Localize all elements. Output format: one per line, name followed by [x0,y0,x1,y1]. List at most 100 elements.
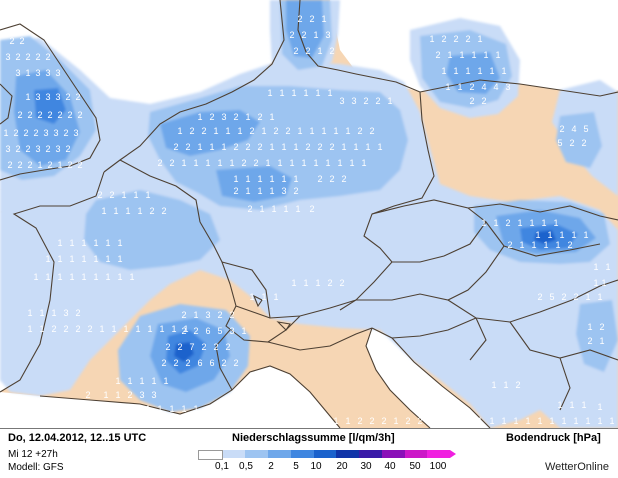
precip-value-label: 2 [505,218,510,228]
precip-value-label: 2 [65,92,70,102]
precip-value-label: 1 [45,272,50,282]
precip-value-label: 1 [159,324,164,334]
precip-value-label: 2 [189,126,194,136]
precip-value-label: 1 [517,218,522,228]
precip-value-label: 1 [547,230,552,240]
precip-value-label: 5 [549,292,554,302]
precip-value-label: 1 [197,142,202,152]
precip-value-label: 1 [593,278,598,288]
precip-value-label: 3 [35,92,40,102]
precip-value-label: 1 [81,272,86,282]
precip-value-label: 2 [35,52,40,62]
precip-value-label: 3 [73,128,78,138]
precip-value-label: 6 [197,358,202,368]
precip-value-label: 1 [597,402,602,412]
precip-value-label: 1 [117,272,122,282]
precip-value-label: 1 [313,158,318,168]
precip-value-label: 1 [353,142,358,152]
precip-value-label: 2 [293,46,298,56]
precip-value-label: 1 [585,292,590,302]
precip-value-label: 3 [139,390,144,400]
precip-value-label: 2 [63,128,68,138]
precipitation-layer [0,0,618,428]
precip-value-label: 1 [225,126,230,136]
precip-value-label: 1 [229,158,234,168]
precip-value-label: 1 [471,50,476,60]
precip-value-label: 1 [237,126,242,136]
colorbar-segment [404,450,428,458]
precip-value-label: 3 [55,144,60,154]
precip-value-label: 1 [245,174,250,184]
precip-value-label: 1 [441,416,446,426]
precip-value-label: 3 [15,68,20,78]
colorbar-tick-label: 2 [268,461,274,472]
precip-value-label: 3 [5,144,10,154]
precip-value-label: 1 [477,66,482,76]
precip-value-label: 1 [105,254,110,264]
precip-value-label: 1 [333,416,338,426]
precip-value-label: 1 [601,278,606,288]
precip-value-label: 1 [291,278,296,288]
precip-value-label: 1 [593,262,598,272]
precip-value-label: 2 [63,324,68,334]
precip-value-label: 1 [163,376,168,386]
precip-value-label: 2 [221,358,226,368]
precip-value-label: 1 [361,158,366,168]
precip-value-label: 2 [27,110,32,120]
precip-value-label: 2 [181,326,186,336]
precip-value-label: 1 [249,292,254,302]
precip-value-label: 2 [247,204,252,214]
denmark-coast [297,0,421,93]
colorbar-arrow [450,450,457,458]
poland-south-border [467,203,618,221]
precip-value-label: 1 [555,240,560,250]
precip-value-label: 1 [81,238,86,248]
precip-value-label: 1 [599,336,604,346]
precip-value-label: 1 [465,416,470,426]
precip-value-label: 1 [267,88,272,98]
precip-value-label: 2 [149,206,154,216]
alpine-italy-border [215,327,373,391]
precip-value-label: 1 [265,158,270,168]
precip-value-label: 2 [87,324,92,334]
precip-value-label: 2 [481,96,486,106]
precip-value-label: 2 [469,82,474,92]
precip-value-label: 2 [363,96,368,106]
precip-value-label: 3 [35,144,40,154]
uk-coast [0,23,101,181]
ireland-coast [0,83,13,125]
precip-value-label: 1 [173,416,178,426]
precip-value-label: 6 [205,326,210,336]
precip-value-label: 1 [269,112,274,122]
precip-value-label: 1 [291,88,296,98]
precipitation-labels: 2 23 2 2 2 23 1 3 3 31 3 3 3 2 22 2 2 2 2 2 21 2 2 2 3 3 2 33 2 2 3 2 3 2… [3,14,614,426]
precip-value-label: 1 [281,142,286,152]
precip-value-label: 1 [337,158,342,168]
precip-value-label: 1 [121,190,126,200]
precip-value-label: 2 [161,358,166,368]
precip-value-label: 1 [245,186,250,196]
precip-value-label: 1 [101,206,106,216]
precip-value-label: 1 [133,404,138,414]
precip-value-label: 2 [339,278,344,288]
precip-value-label: 1 [477,416,482,426]
france-inner-border [221,261,271,319]
precip-value-label: 1 [279,88,284,98]
precip-value-label: 1 [453,416,458,426]
precip-value-label: 1 [457,82,462,92]
precip-value-label: 2 [75,324,80,334]
precip-value-label: 2 [375,96,380,106]
precip-value-label: 1 [269,174,274,184]
precip-value-label: 1 [135,324,140,334]
precip-value-label: 2 [317,174,322,184]
precip-value-label: 1 [25,92,30,102]
precip-value-label: 1 [581,400,586,410]
precip-value-label: 2 [515,380,520,390]
adriatic-sea [366,328,490,428]
precip-value-label: 1 [57,238,62,248]
precip-value-label: 1 [193,310,198,320]
precip-value-label: 2 [573,292,578,302]
precip-value-label: 2 [65,144,70,154]
precip-value-label: 1 [341,142,346,152]
precip-value-label: 3 [55,92,60,102]
